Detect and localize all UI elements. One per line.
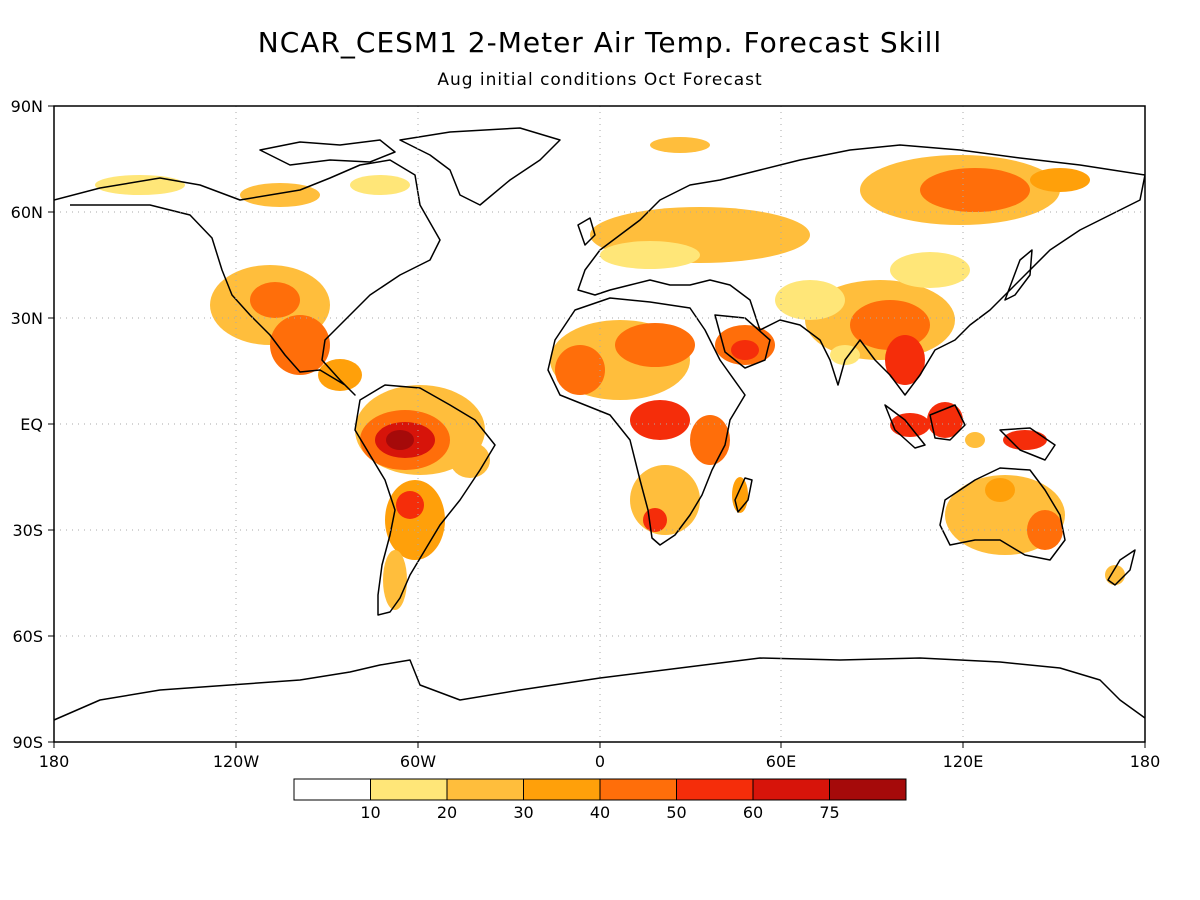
lon-label: 0 [595, 752, 605, 771]
map-title: NCAR_CESM1 2-Meter Air Temp. Forecast Sk… [257, 26, 943, 59]
lon-label: 60W [400, 752, 436, 771]
colorbar-swatch [752, 778, 830, 801]
coast-madagascar [734, 477, 753, 513]
colorbar-label: 30 [513, 803, 533, 822]
lon-label: 180 [39, 752, 70, 771]
colorbar-swatch [829, 778, 907, 801]
lat-label: 60S [12, 627, 43, 646]
coast-borneo [929, 404, 966, 441]
colorbar-label: 50 [666, 803, 686, 822]
colorbar-swatch [293, 778, 371, 801]
lat-label: 30N [11, 309, 43, 328]
coast-greenland [399, 127, 561, 206]
coast-eurasia [577, 144, 1145, 396]
map-subtitle: Aug initial conditions Oct Forecast [437, 70, 763, 90]
colorbar-label: 60 [743, 803, 763, 822]
lat-label: 90S [12, 733, 43, 752]
longitude-labels: 180 120W 60W 0 60E 120E 180 [39, 752, 1161, 771]
coast-north-america [54, 159, 441, 396]
lat-label: 90N [11, 97, 43, 116]
colorbar-swatch [370, 778, 448, 801]
coast-sumatra [884, 404, 926, 449]
coast-south-america [354, 384, 496, 616]
coast-australia [939, 467, 1066, 561]
lon-label: 60E [766, 752, 796, 771]
colorbar-label: 10 [360, 803, 380, 822]
coast-arctic-islands [259, 139, 396, 166]
colorbar-swatch [446, 778, 524, 801]
colorbar-label: 20 [437, 803, 457, 822]
coast-japan [1004, 249, 1033, 301]
lon-label: 120W [213, 752, 260, 771]
colorbar-swatch [523, 778, 601, 801]
coastlines [54, 127, 1145, 721]
coast-antarctica [54, 657, 1145, 721]
lon-label: 120E [943, 752, 984, 771]
colorbar-swatch [676, 778, 754, 801]
colorbar-label: 40 [590, 803, 610, 822]
graticule [54, 106, 1145, 742]
colorbar-swatch [599, 778, 677, 801]
coast-new-guinea [999, 427, 1056, 461]
lon-label: 180 [1130, 752, 1161, 771]
coast-africa [547, 297, 746, 546]
lat-label: EQ [20, 415, 43, 434]
colorbar-label: 75 [819, 803, 839, 822]
coast-british-isles [577, 217, 596, 246]
lat-label: 30S [12, 521, 43, 540]
tick-marks [48, 105, 1146, 748]
colorbar: 10 20 30 40 50 60 75 [293, 778, 907, 822]
coast-new-zealand [1107, 549, 1136, 586]
lat-label: 60N [11, 203, 43, 222]
latitude-labels: 90N 60N 30N EQ 30S 60S 90S [11, 97, 43, 752]
skill-shading [95, 137, 1125, 610]
